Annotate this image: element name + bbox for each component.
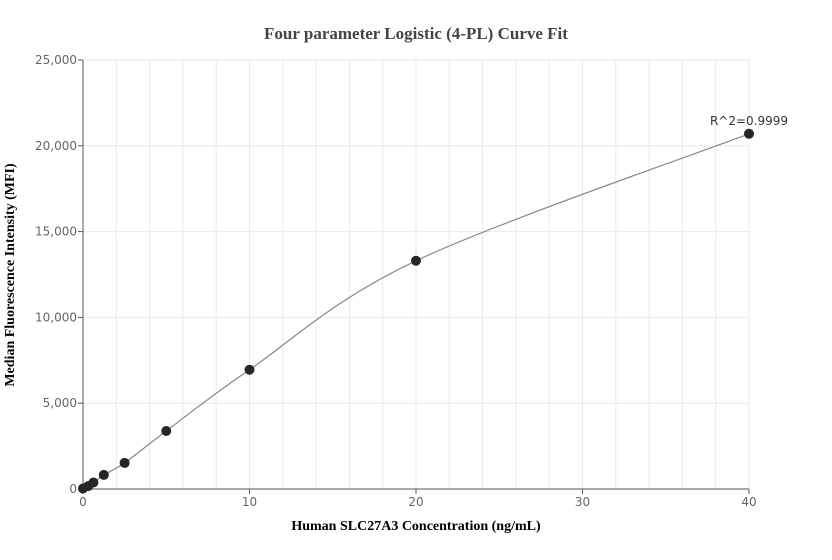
x-tick-label: 20 [408,495,423,509]
x-axis-label: Human SLC27A3 Concentration (ng/mL) [291,519,541,534]
data-point [161,425,172,436]
y-tick-label: 25,000 [35,53,77,67]
y-tick-label: 20,000 [35,139,77,153]
data-point [244,364,255,375]
axes [78,59,750,494]
x-tick-label: 10 [242,495,257,509]
y-tick-label: 10,000 [35,310,77,324]
x-tick-label: 0 [79,495,87,509]
data-point [119,457,130,468]
x-tick-label: 30 [575,495,590,509]
y-tick-label: 5,000 [43,396,77,410]
y-tick-label: 0 [69,482,77,496]
x-tick-label: 40 [741,495,756,509]
tick-labels: 0 5,000 10,000 15,000 20,000 25,000 0 10 20 30 40 [35,53,757,509]
y-axis-label: Median Fluorescence Intensity (MFI) [3,163,18,387]
data-points [78,128,754,494]
data-point [88,477,99,488]
r-squared-annotation: R^2=0.9999 [710,114,788,128]
data-point [411,255,421,266]
data-point [744,128,754,139]
chart-title: Four parameter Logistic (4-PL) Curve Fit [264,24,568,43]
grid [83,59,750,490]
data-point [98,469,109,480]
y-tick-label: 15,000 [35,225,77,239]
